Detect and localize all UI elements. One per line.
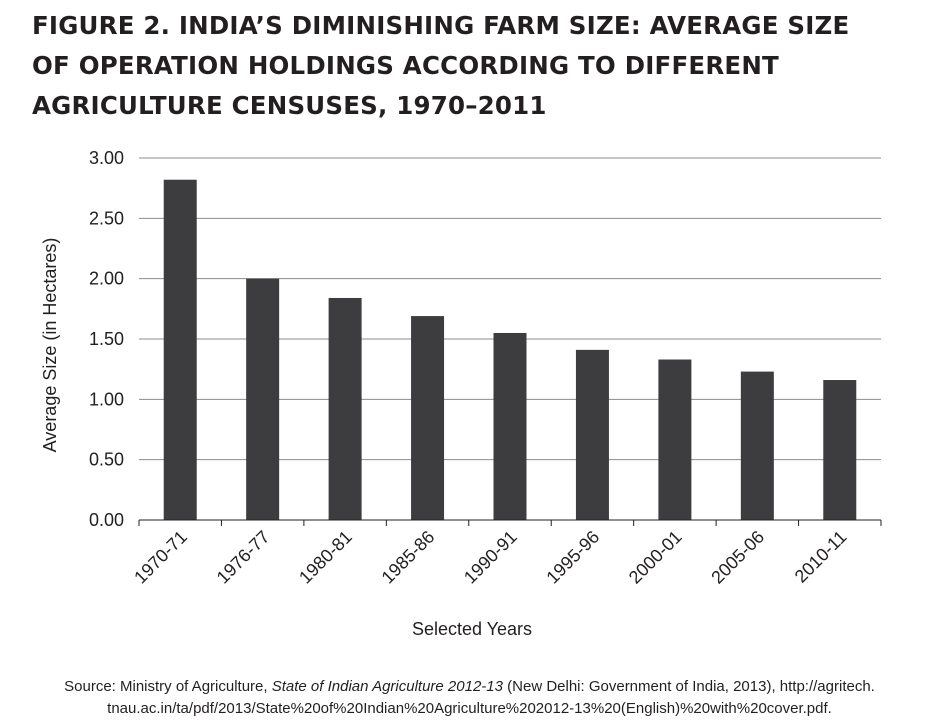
y-tick-label: 0.50: [89, 450, 124, 470]
x-tick-label: 2005-06: [707, 527, 768, 588]
chart-title: FIGURE 2. INDIA’S DIMINISHING FARM SIZE:…: [32, 6, 922, 126]
bar: [246, 278, 280, 520]
y-tick-label: 0.00: [89, 510, 124, 530]
source-line-2: tnau.ac.in/ta/pdf/2013/State%20of%20Indi…: [107, 700, 832, 717]
x-tick-label: 1980-81: [295, 527, 356, 588]
bar: [328, 297, 362, 520]
y-tick-label: 1.50: [89, 329, 124, 349]
x-tick-label: 1976-77: [213, 527, 274, 588]
source-publication: State of Indian Agriculture 2012-13: [271, 678, 503, 695]
axes: [138, 519, 882, 526]
y-tick-labels: 0.00 0.50 1.00 1.50 2.00 2.50 3.00: [89, 148, 124, 530]
title-line-1: FIGURE 2. INDIA’S DIMINISHING FARM SIZE:…: [32, 11, 850, 40]
title-line-2: OF OPERATION HOLDINGS ACCORDING TO DIFFE…: [32, 51, 779, 80]
x-tick-label: 2010-11: [791, 527, 851, 587]
y-tick-label: 3.00: [89, 148, 124, 168]
bars: [163, 179, 857, 520]
bar: [658, 359, 692, 520]
x-tick-label: 2000-01: [625, 527, 686, 588]
x-tick-label: 1990-91: [460, 527, 521, 588]
x-tick-labels: 1970-71 1976-77 1980-81 1985-86 1990-91 1995-…: [130, 527, 850, 588]
x-tick-label: 1995-96: [542, 527, 603, 588]
y-tick-label: 2.00: [89, 269, 124, 289]
bar: [823, 380, 857, 520]
bar: [575, 349, 609, 520]
bar: [411, 316, 445, 520]
source-line-1: Source: Ministry of Agriculture, State o…: [0, 676, 939, 698]
title-line-3: AGRICULTURE CENSUSES, 1970–2011: [32, 91, 547, 120]
x-axis-label: Selected Years: [412, 619, 532, 639]
bar-chart: 0.00 0.50 1.00 1.50 2.00 2.50 3.00 1970-71 1976…: [40, 148, 882, 639]
source-prefix: Source: Ministry of Agriculture,: [64, 678, 272, 695]
y-axis-label: Average Size (in Hectares): [40, 238, 60, 453]
y-tick-label: 1.00: [89, 389, 124, 409]
bar: [740, 371, 774, 520]
source-note: Source: Ministry of Agriculture, State o…: [0, 676, 939, 720]
x-tick-label: 1985-86: [378, 527, 439, 588]
bar: [493, 332, 527, 520]
y-tick-label: 2.50: [89, 208, 124, 228]
source-suffix: (New Delhi: Government of India, 2013), …: [502, 678, 875, 695]
bar: [163, 179, 197, 520]
x-tick-label: 1970-71: [130, 527, 191, 588]
